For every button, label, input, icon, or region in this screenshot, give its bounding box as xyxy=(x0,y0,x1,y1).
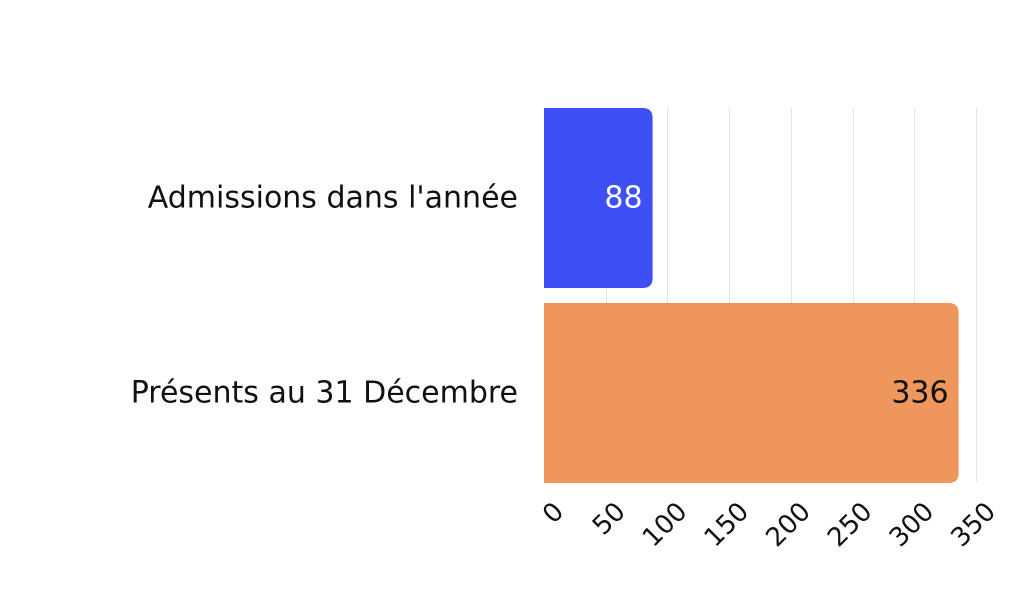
value-axis: 0 50 100 150 200 250 300 350 xyxy=(537,497,1002,553)
bar-2 xyxy=(544,303,959,483)
tick-label-150: 150 xyxy=(699,497,755,553)
category-axis: Admissions dans l'année Présents au 31 Dé… xyxy=(131,181,518,411)
tick-label-100: 100 xyxy=(637,497,693,553)
tick-label-0: 0 xyxy=(537,497,570,530)
data-labels: 88 336 xyxy=(604,181,948,411)
tick-label-350: 350 xyxy=(946,497,1002,553)
grid-lines xyxy=(606,108,977,482)
tick-label-200: 200 xyxy=(760,497,816,553)
tick-label-250: 250 xyxy=(822,497,878,553)
bar-1 xyxy=(544,108,653,288)
bars xyxy=(544,108,959,483)
data-label-1: 88 xyxy=(604,181,642,216)
tick-label-300: 300 xyxy=(884,497,940,553)
category-label-2: Présents au 31 Décembre xyxy=(131,376,518,411)
data-label-2: 336 xyxy=(891,376,948,411)
tick-label-50: 50 xyxy=(587,497,632,542)
category-label-1: Admissions dans l'année xyxy=(148,181,518,216)
